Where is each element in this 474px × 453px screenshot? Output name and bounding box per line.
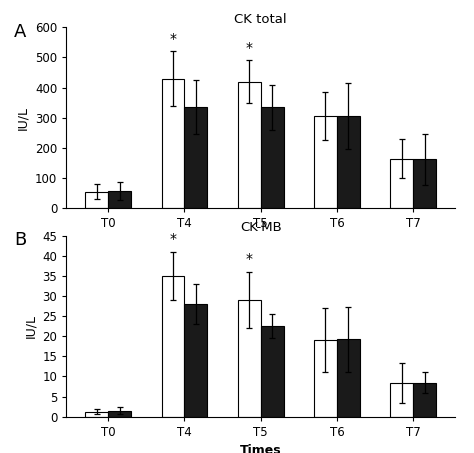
Bar — [337, 339, 360, 417]
Bar — [85, 411, 108, 417]
Bar — [238, 82, 261, 208]
Bar — [261, 326, 283, 417]
Text: *: * — [170, 32, 176, 46]
Bar — [413, 382, 436, 417]
Text: *: * — [170, 232, 176, 246]
Bar — [85, 192, 108, 208]
Text: A: A — [14, 23, 27, 41]
Bar — [108, 411, 131, 417]
Title: CK total: CK total — [234, 13, 287, 26]
Text: *: * — [246, 252, 253, 266]
Bar — [314, 340, 337, 417]
Bar — [162, 276, 184, 417]
Y-axis label: IU/L: IU/L — [24, 314, 37, 338]
Bar — [337, 116, 360, 208]
Y-axis label: IU/L: IU/L — [17, 106, 29, 130]
Bar — [108, 191, 131, 208]
Bar — [413, 159, 436, 208]
Text: B: B — [14, 231, 27, 249]
Bar — [184, 107, 207, 208]
Bar — [314, 116, 337, 208]
Bar — [261, 107, 283, 208]
Title: CK-MB: CK-MB — [240, 222, 282, 234]
Bar — [390, 383, 413, 417]
Bar — [184, 304, 207, 417]
Bar — [390, 159, 413, 208]
Bar — [162, 78, 184, 208]
Text: *: * — [246, 41, 253, 55]
Bar — [238, 300, 261, 417]
X-axis label: Times: Times — [240, 236, 282, 249]
X-axis label: Times: Times — [240, 444, 282, 453]
